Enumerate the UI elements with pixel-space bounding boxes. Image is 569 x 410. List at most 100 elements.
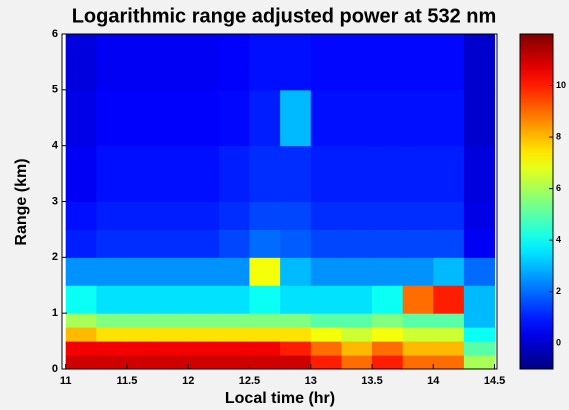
heatmap-cell xyxy=(280,285,312,314)
heatmap-cell xyxy=(126,285,159,314)
heatmap-cell xyxy=(96,229,128,258)
heatmap-cell xyxy=(433,145,465,202)
heatmap-cell xyxy=(402,313,434,328)
heatmap-cell xyxy=(157,257,189,286)
y-tick-label: 1 xyxy=(52,307,58,319)
heatmap-cell xyxy=(341,201,373,230)
heatmap-cell xyxy=(341,341,373,356)
heatmap-cell xyxy=(463,327,496,342)
heatmap-cell xyxy=(280,201,312,230)
heatmap-cell xyxy=(126,313,159,328)
heatmap-cell xyxy=(310,327,342,342)
heatmap-cell xyxy=(341,89,373,147)
heatmap-cell xyxy=(65,145,97,202)
colorbar-tick-label: 4 xyxy=(556,235,561,245)
heatmap-cell xyxy=(157,201,189,230)
x-tick-label: 13 xyxy=(305,375,317,387)
heatmap-cell xyxy=(341,313,373,328)
heatmap-cell xyxy=(249,285,281,314)
heatmap-cell xyxy=(249,229,281,258)
x-tick-label: 11.5 xyxy=(117,375,138,387)
heatmap-cell xyxy=(96,257,128,286)
heatmap-cell xyxy=(463,313,496,328)
heatmap-cell xyxy=(249,34,281,91)
heatmap-cell xyxy=(157,285,189,314)
heatmap-cell xyxy=(280,34,312,91)
heatmap-cell xyxy=(310,285,342,314)
chart-title: Logarithmic range adjusted power at 532 … xyxy=(72,5,497,27)
heatmap-cell xyxy=(402,341,434,356)
heatmap-cell xyxy=(280,257,312,286)
y-tick-label: 3 xyxy=(52,195,58,207)
heatmap-cell xyxy=(188,327,220,342)
heatmap-cell xyxy=(249,313,281,328)
heatmap-cell xyxy=(372,229,404,258)
heatmap-cell xyxy=(96,313,128,328)
heatmap-cell xyxy=(310,355,342,370)
heatmap-cell xyxy=(402,285,434,314)
heatmap-cell xyxy=(249,355,281,370)
heatmap-cell xyxy=(433,327,465,342)
heatmap-cell xyxy=(463,229,496,258)
heatmap-cell xyxy=(218,145,250,202)
heatmap-cell xyxy=(188,341,220,356)
heatmap-cell xyxy=(218,341,250,356)
x-axis-label: Local time (hr) xyxy=(225,390,335,407)
heatmap-cell xyxy=(372,201,404,230)
heatmap-cell xyxy=(463,257,496,286)
heatmap-cell xyxy=(188,257,220,286)
heatmap-cell xyxy=(218,355,250,370)
heatmap-cell xyxy=(280,355,312,370)
heatmap-cell xyxy=(96,34,128,91)
colorbar-tick-label: 0 xyxy=(556,338,561,348)
heatmap-cell xyxy=(157,34,189,91)
x-tick-label: 12 xyxy=(182,375,194,387)
heatmap-cell xyxy=(218,313,250,328)
x-tick-label: 14 xyxy=(427,375,440,387)
heatmap-cell xyxy=(341,285,373,314)
heatmap-cell xyxy=(372,341,404,356)
heatmap-cell xyxy=(188,313,220,328)
colorbar-tick-label: 10 xyxy=(556,80,566,90)
heatmap-cell xyxy=(310,34,342,91)
heatmap-cell xyxy=(126,355,159,370)
heatmap-cell xyxy=(433,355,465,370)
heatmap-cell xyxy=(433,34,465,91)
heatmap-cell xyxy=(280,89,312,147)
heatmap-cell xyxy=(341,34,373,91)
heatmap-cell xyxy=(433,285,465,314)
heatmap-cell xyxy=(126,229,159,258)
heatmap-cell xyxy=(433,341,465,356)
heatmap-cell xyxy=(372,34,404,91)
heatmap-cell xyxy=(188,34,220,91)
heatmap-cell xyxy=(433,89,465,147)
heatmap-cell xyxy=(249,257,281,286)
heatmap-cell xyxy=(126,201,159,230)
heatmap-cell xyxy=(280,327,312,342)
heatmap-cell xyxy=(341,145,373,202)
heatmap-cell xyxy=(463,145,496,202)
heatmap-cell xyxy=(402,355,434,370)
heatmap-cell xyxy=(402,201,434,230)
y-tick-label: 5 xyxy=(52,84,58,96)
y-axis-label: Range (km) xyxy=(13,158,30,245)
colorbar-tick-label: 6 xyxy=(556,183,561,193)
heatmap-cell xyxy=(372,257,404,286)
heatmap-cell xyxy=(157,341,189,356)
heatmap-cell xyxy=(402,89,434,147)
heatmap-cell xyxy=(463,201,496,230)
heatmap-cell xyxy=(402,257,434,286)
heatmap-cell xyxy=(126,341,159,356)
heatmap-cell xyxy=(341,327,373,342)
heatmap-cell xyxy=(372,285,404,314)
heatmap-cell xyxy=(218,34,250,91)
heatmap-cell xyxy=(249,89,281,147)
heatmap-cell xyxy=(157,313,189,328)
heatmap-cell xyxy=(65,341,97,356)
heatmap-cell xyxy=(280,313,312,328)
heatmap-cell xyxy=(310,229,342,258)
heatmap-cell xyxy=(402,34,434,91)
heatmap-cell xyxy=(310,313,342,328)
heatmap-cell xyxy=(218,229,250,258)
